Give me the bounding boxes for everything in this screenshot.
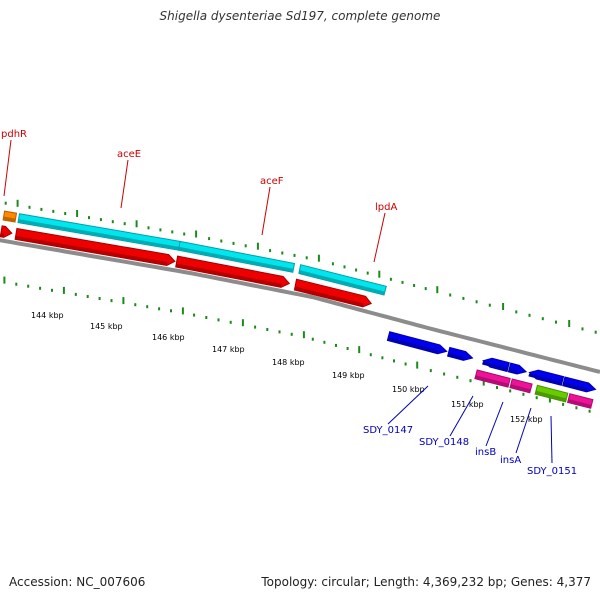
SDY_0148-label: SDY_0148 xyxy=(419,437,469,448)
lpdA-label: lpdA xyxy=(375,202,397,213)
gene-pdhR-shade xyxy=(3,216,16,222)
pdhR-label: pdhR xyxy=(1,129,27,140)
lpdA-leader-line xyxy=(373,212,386,263)
gene-aceF_cds-shade xyxy=(175,263,282,287)
genome-title: Shigella dysenteriae Sd197, complete gen… xyxy=(159,9,441,23)
gene-aceE-shade xyxy=(18,219,180,250)
gene-aceE_cds-shade xyxy=(15,235,168,265)
gene-features xyxy=(0,210,597,409)
aceE-label: aceE xyxy=(117,149,141,160)
kbp-label: 150 kbp xyxy=(392,385,425,394)
gene-SDY_0148-shade xyxy=(482,361,508,371)
tick-marks xyxy=(3,199,597,413)
gene-insB-shade xyxy=(475,375,509,387)
topology-text: Topology: circular; Length: 4,369,232 bp… xyxy=(261,575,591,589)
kbp-label: 145 kbp xyxy=(90,322,123,331)
gene-aceF_cds xyxy=(175,255,291,288)
pdhR-leader-line xyxy=(3,139,12,197)
gene-SDY_0151-shade xyxy=(567,399,592,408)
gene-lpdA-shade xyxy=(298,270,385,295)
gene-SDY_0148b-shade xyxy=(508,368,518,374)
SDY_0151-leader-line xyxy=(550,415,553,464)
gene-insB2-shade xyxy=(510,384,531,393)
kbp-label: 151 kbp xyxy=(451,400,484,409)
genome-backbone xyxy=(0,238,600,374)
gene-lpdA_cds xyxy=(293,278,373,308)
accession-text: Accession: NC_007606 xyxy=(9,575,146,589)
backbone-line xyxy=(0,238,600,374)
SDY_0151-label: SDY_0151 xyxy=(527,466,577,477)
insA-leader-line xyxy=(515,407,532,454)
gene-SDY_0147b-shade xyxy=(447,352,465,360)
gene-labels: 144 kbp 145 kbp 146 kbp 147 kbp 148 kbp … xyxy=(1,129,577,477)
kbp-label: 146 kbp xyxy=(152,333,185,342)
insB-leader-line xyxy=(485,401,504,447)
insA-label: insA xyxy=(500,455,521,466)
gene-SDY_0149-shade xyxy=(528,373,563,385)
kbp-label: 147 kbp xyxy=(212,345,245,354)
gene-aceF-shade xyxy=(178,246,294,272)
SDY_0147-leader-line xyxy=(387,385,429,425)
SDY_0147-label: SDY_0147 xyxy=(363,425,413,436)
kbp-label: 152 kbp xyxy=(510,415,543,424)
aceE-leader-line xyxy=(120,159,129,209)
aceF-label: aceF xyxy=(260,176,284,187)
gene-lpdA_cds-shade xyxy=(294,286,364,307)
insB-label: insB xyxy=(475,447,496,458)
kbp-label: 144 kbp xyxy=(31,311,64,320)
SDY_0148-leader-line xyxy=(449,395,474,437)
kbp-label: 148 kbp xyxy=(272,358,305,367)
gene-SDY_0150-shade xyxy=(562,382,588,392)
gene-SDY_0147-shade xyxy=(387,337,439,354)
aceF-leader-line xyxy=(261,186,271,236)
gene-pdhR_cds-shade xyxy=(0,233,5,237)
gene-insA-shade xyxy=(535,390,567,402)
kbp-label: 149 kbp xyxy=(332,371,365,380)
